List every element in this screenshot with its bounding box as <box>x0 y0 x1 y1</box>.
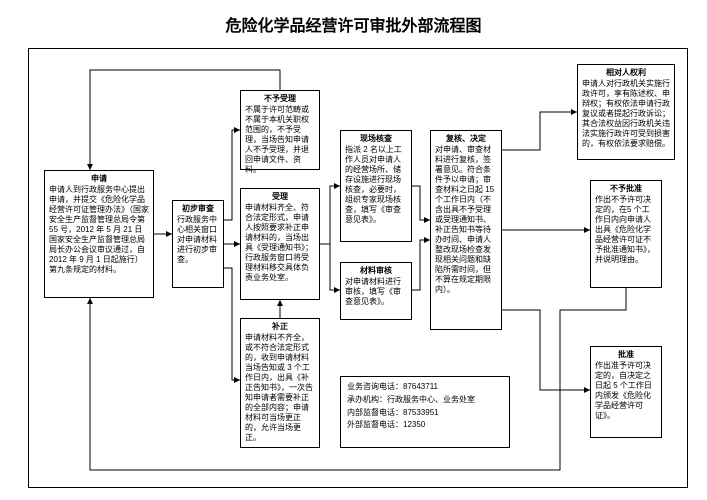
edges-layer <box>0 0 707 500</box>
